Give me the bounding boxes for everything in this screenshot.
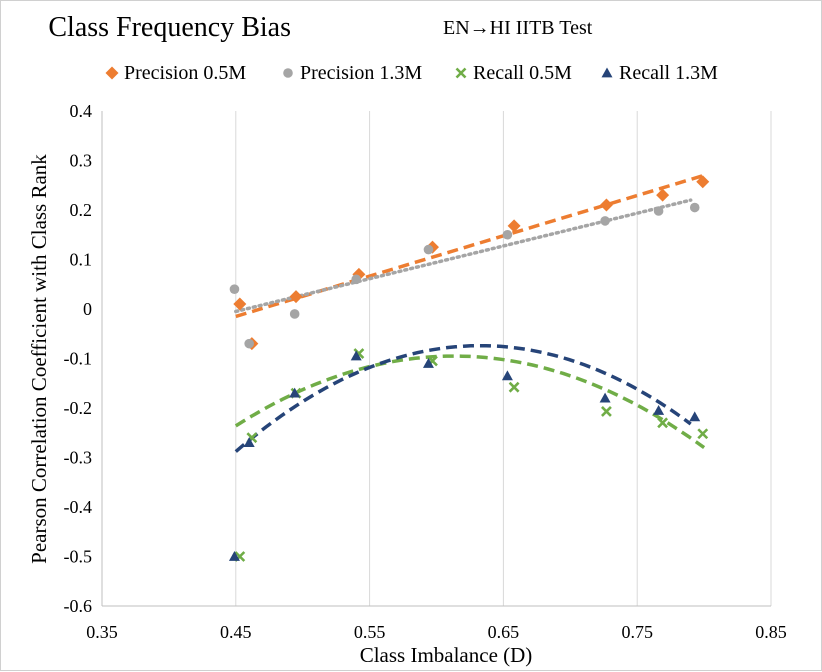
legend-label-precision-0-5m: Precision 0.5M — [124, 62, 246, 84]
trendline-recall-0-5m — [234, 354, 706, 450]
x-tick-label: 0.65 — [488, 622, 520, 642]
point-precision-0-5m — [599, 198, 613, 212]
legend-marker-precision-0-5m — [105, 66, 119, 80]
point-precision-1-3m — [502, 229, 513, 240]
point-precision-1-3m — [600, 216, 610, 226]
point-precision-0-5m — [233, 297, 247, 311]
legend-marker-precision-1-3m — [283, 68, 293, 78]
axes: 0.35 0.45 0.55 0.65 0.75 0.85 -0.6 -0.5 -0.4 -0.3… — [64, 101, 787, 642]
point-precision-0-5m — [656, 188, 670, 202]
point-recall-1-3m — [689, 411, 701, 422]
point-precision-1-3m — [244, 338, 254, 349]
y-tick-label: -0.5 — [64, 547, 93, 567]
y-tick-label: -0.1 — [64, 349, 93, 369]
y-tick-label: -0.3 — [64, 448, 93, 468]
y-tick-label: -0.6 — [64, 596, 93, 616]
legend-marker-recall-1-3m — [601, 67, 613, 78]
x-tick-label: 0.45 — [220, 622, 252, 642]
y-axis-label: Pearson Correlation Coefficient with Cla… — [27, 154, 51, 564]
legend-label-precision-1-3m: Precision 1.3M — [300, 62, 422, 84]
legend-label-recall-1-3m: Recall 1.3M — [619, 62, 718, 84]
point-recall-1-3m — [350, 350, 362, 361]
y-tick-label: 0.2 — [70, 200, 93, 220]
point-recall-0-5m — [657, 417, 669, 429]
x-tick-label: 0.75 — [621, 622, 653, 642]
point-recall-0-5m — [601, 406, 612, 417]
trendline-recall-1-3m — [234, 343, 692, 453]
legend-marker-recall-0-5m — [455, 67, 467, 79]
point-recall-1-3m — [243, 437, 255, 448]
y-tick-label: 0.3 — [70, 151, 93, 171]
point-recall-1-3m — [422, 357, 434, 368]
point-recall-1-3m — [653, 404, 665, 415]
point-precision-1-3m — [689, 202, 700, 213]
y-tick-label: -0.4 — [64, 497, 93, 517]
point-recall-1-3m — [599, 392, 611, 403]
x-tick-label: 0.85 — [755, 622, 787, 642]
point-precision-1-3m — [423, 244, 434, 255]
point-precision-0-5m — [507, 219, 521, 233]
point-recall-1-3m — [289, 387, 301, 398]
point-precision-0-5m — [696, 175, 710, 189]
chart-title: Class Frequency Bias — [48, 12, 291, 43]
x-tick-label: 0.55 — [354, 622, 386, 642]
point-recall-1-3m — [228, 551, 240, 561]
point-precision-0-5m — [289, 290, 303, 304]
x-axis-label: Class Imbalance (D) — [360, 643, 533, 667]
trendline-precision-1-3m — [234, 198, 693, 314]
chart-subtitle: EN→HI IITB Test — [443, 17, 593, 39]
x-tick-label: 0.35 — [86, 622, 118, 642]
point-precision-1-3m — [351, 274, 362, 285]
y-tick-label: 0 — [83, 299, 92, 319]
point-recall-0-5m — [508, 381, 520, 393]
point-precision-1-3m — [289, 309, 300, 319]
trendlines — [234, 173, 706, 453]
legend: Precision 0.5M Precision 1.3M Recall 0.5M R… — [105, 62, 718, 84]
y-tick-label: 0.4 — [70, 101, 93, 121]
point-recall-1-3m — [501, 370, 513, 381]
y-tick-label: -0.2 — [64, 398, 93, 418]
point-precision-1-3m — [653, 206, 664, 216]
legend-label-recall-0-5m: Recall 0.5M — [473, 62, 572, 84]
data-points — [228, 175, 710, 562]
y-tick-label: 0.1 — [70, 250, 93, 270]
point-recall-0-5m — [697, 428, 709, 440]
trendline-precision-0-5m — [235, 173, 705, 319]
point-precision-1-3m — [229, 284, 240, 295]
